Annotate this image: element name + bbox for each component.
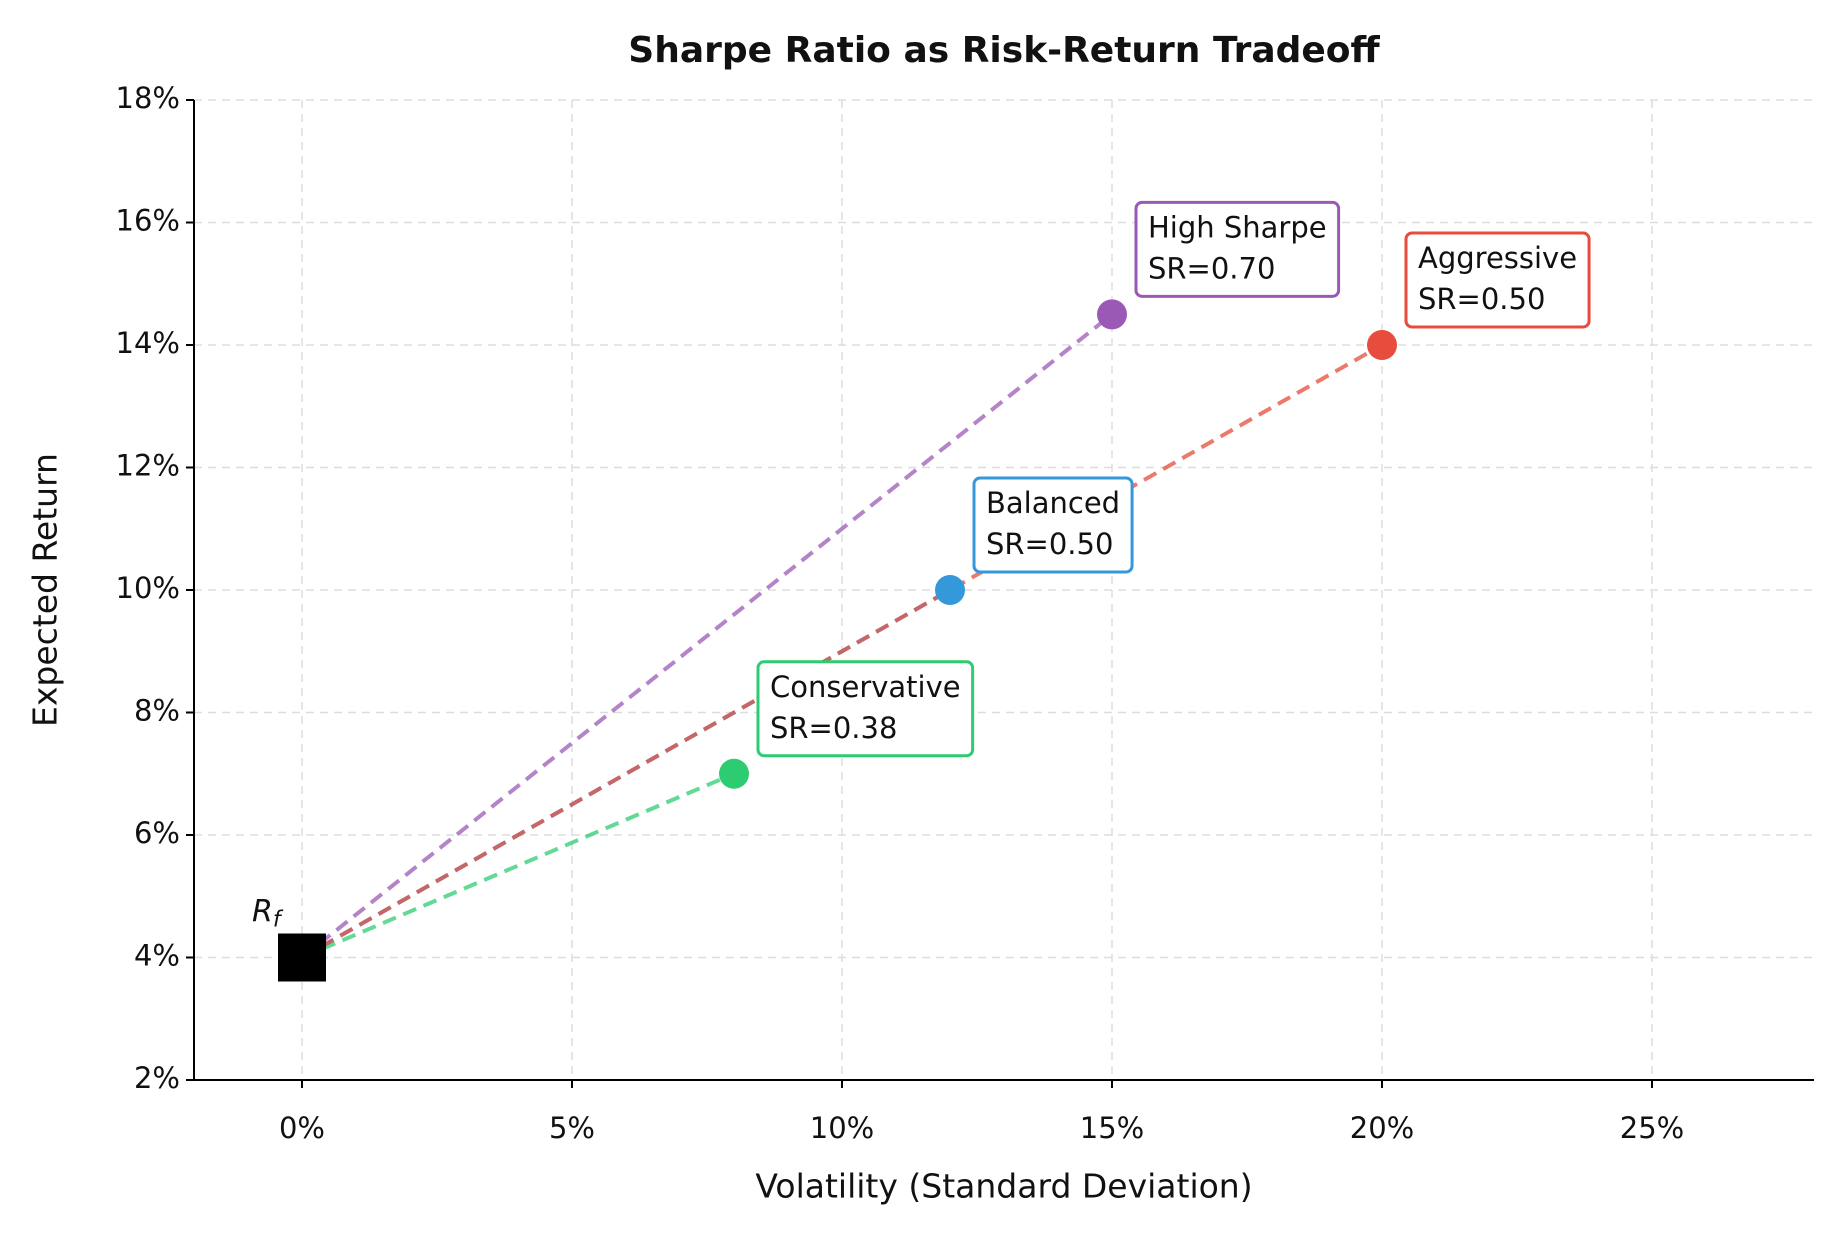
annotation-name: Aggressive — [1418, 241, 1577, 275]
risk-free-label: Rf — [252, 894, 284, 933]
annotation-name: Balanced — [986, 486, 1120, 520]
annotation-name: High Sharpe — [1148, 210, 1327, 244]
y-tick-label: 10% — [116, 571, 180, 605]
value-label: SR=0.50 — [986, 527, 1113, 561]
x-tick-label: 0% — [279, 1111, 325, 1145]
chart-title: Sharpe Ratio as Risk-Return Tradeoff — [628, 30, 1380, 71]
y-tick-label: 16% — [116, 204, 180, 238]
sharpe-line — [301, 771, 735, 960]
y-tick-label: 14% — [116, 326, 180, 360]
y-tick-label: 18% — [116, 81, 180, 115]
y-tick-label: 6% — [134, 816, 180, 850]
x-tick-label: 5% — [549, 1111, 595, 1145]
risk-free-label-sub: f — [273, 908, 284, 933]
y-tick-label: 12% — [116, 449, 180, 483]
x-tick-label: 20% — [1350, 1111, 1414, 1145]
y-tick-label: 2% — [134, 1061, 180, 1095]
annotation-name: Conservative — [770, 670, 961, 704]
annotation: Aggressive SR=0.50 — [1404, 231, 1591, 329]
x-axis-label: Volatility (Standard Deviation) — [755, 1167, 1252, 1206]
value-label: SR=0.38 — [770, 711, 897, 745]
sharpe-line — [301, 343, 1383, 960]
sharpe-line — [300, 312, 1114, 960]
point — [935, 575, 965, 605]
x-tick-label: 25% — [1620, 1111, 1684, 1145]
annotation-box — [1134, 200, 1341, 298]
point — [719, 758, 749, 789]
x-tick-label: 10% — [810, 1111, 874, 1145]
annotation: Conservative SR=0.38 — [756, 660, 975, 758]
y-tick-label: 4% — [134, 939, 180, 973]
y-axis-label: Expected Return — [26, 453, 65, 727]
risk-free-label-base: R — [252, 894, 273, 929]
annotation-box — [1404, 231, 1591, 329]
annotation-box — [756, 660, 975, 758]
risk-free-point — [278, 933, 326, 982]
annotation-box — [972, 476, 1134, 574]
point — [1097, 299, 1127, 330]
point — [1367, 330, 1397, 360]
value-label: SR=0.50 — [1418, 282, 1545, 316]
y-tick-label: 8% — [134, 694, 180, 728]
value-label: SR=0.70 — [1148, 251, 1275, 285]
annotation: High Sharpe SR=0.70 — [1134, 200, 1341, 298]
annotation: Balanced SR=0.50 — [972, 476, 1134, 574]
x-tick-label: 15% — [1080, 1111, 1144, 1145]
